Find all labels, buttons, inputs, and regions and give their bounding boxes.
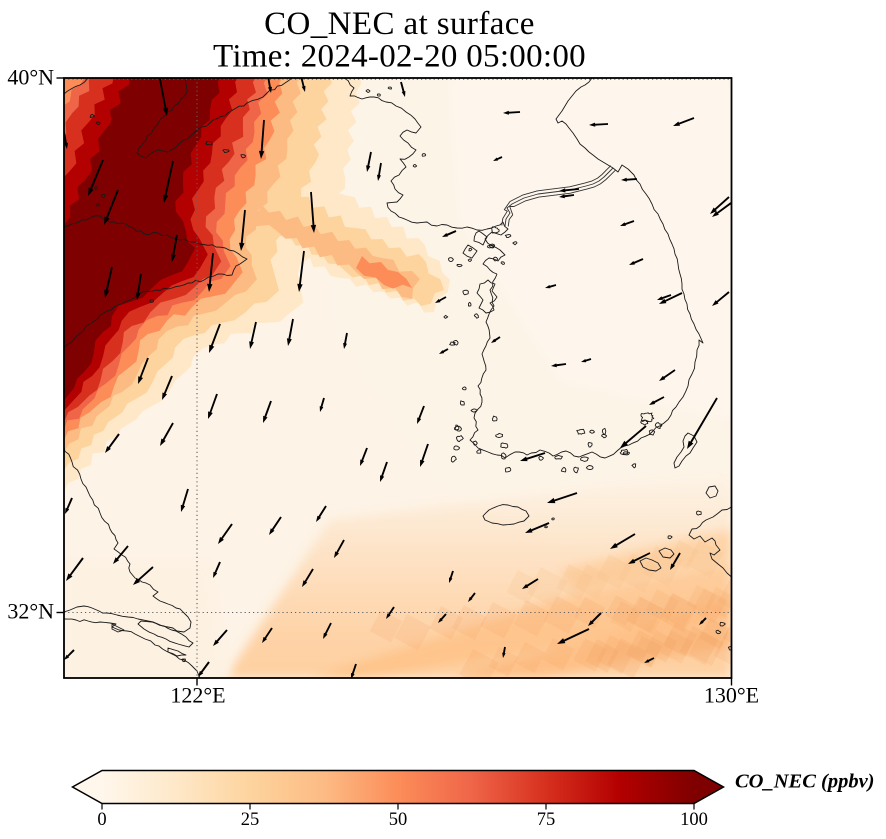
svg-text:50: 50 xyxy=(389,810,408,830)
svg-text:100: 100 xyxy=(680,810,708,830)
svg-text:130°E: 130°E xyxy=(704,683,759,708)
svg-text:Time: 2024-02-20 05:00:00: Time: 2024-02-20 05:00:00 xyxy=(213,39,586,75)
svg-text:25: 25 xyxy=(241,810,260,830)
svg-text:0: 0 xyxy=(97,810,106,830)
svg-text:122°E: 122°E xyxy=(170,683,225,708)
svg-text:40°N: 40°N xyxy=(7,65,54,90)
svg-text:CO_NEC (ppbv): CO_NEC (ppbv) xyxy=(735,771,875,793)
svg-text:75: 75 xyxy=(537,810,556,830)
svg-text:CO_NEC at surface: CO_NEC at surface xyxy=(264,6,535,42)
svg-text:32°N: 32°N xyxy=(7,599,54,624)
